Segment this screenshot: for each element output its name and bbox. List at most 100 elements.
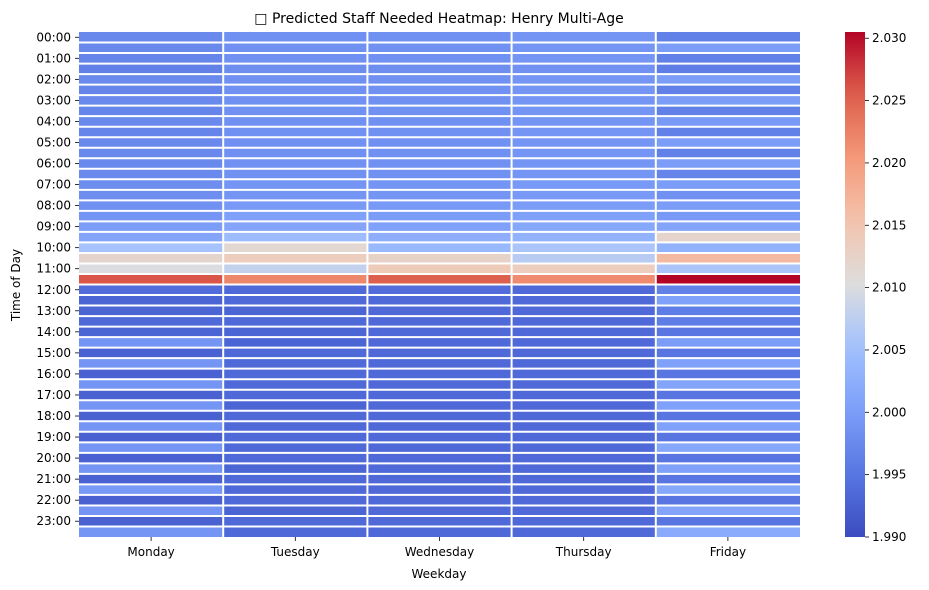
heatmap-cell — [223, 252, 368, 264]
heatmap-cell — [367, 242, 512, 253]
heatmap-cell — [79, 284, 224, 296]
heatmap-cell — [511, 400, 656, 411]
heatmap-cell — [223, 421, 368, 432]
heatmap-cell — [367, 421, 512, 432]
heatmap-cell — [79, 273, 224, 285]
heatmap-cell — [79, 305, 224, 317]
heatmap-cell — [79, 410, 224, 422]
y-tick-label: 07:00 — [36, 178, 71, 192]
heatmap-cell — [511, 105, 656, 117]
heatmap-cell — [511, 263, 656, 274]
heatmap-cell — [223, 473, 368, 485]
heatmap-cell — [655, 389, 800, 401]
heatmap-cell — [223, 484, 368, 495]
heatmap-cell — [367, 95, 512, 106]
heatmap-cell — [223, 84, 368, 96]
heatmap-cell — [223, 389, 368, 401]
heatmap-cell — [367, 116, 512, 127]
heatmap-cell — [79, 515, 224, 527]
y-tick-label: 04:00 — [36, 114, 71, 128]
heatmap-cell — [79, 379, 224, 390]
x-axis-ticks: Monday Tuesday Wednesday Thursday Friday — [127, 537, 746, 559]
y-tick-label: 20:00 — [36, 451, 71, 465]
heatmap-cell — [367, 210, 512, 222]
heatmap-cell — [367, 189, 512, 201]
heatmap-cell — [223, 494, 368, 506]
heatmap-cell — [79, 347, 224, 359]
heatmap-cell — [367, 168, 512, 180]
heatmap-cell — [511, 168, 656, 180]
y-tick-label: 06:00 — [36, 157, 71, 171]
heatmap-cell — [79, 505, 224, 516]
heatmap-cell — [79, 84, 224, 96]
heatmap-cell — [223, 116, 368, 127]
heatmap-cell — [79, 463, 224, 474]
heatmap-cell — [655, 95, 800, 106]
heatmap-cell — [79, 63, 224, 75]
heatmap-cell — [367, 526, 512, 537]
heatmap-cell — [367, 137, 512, 148]
heatmap-cell — [223, 168, 368, 180]
heatmap-cell — [655, 116, 800, 127]
heatmap-cell — [511, 221, 656, 232]
heatmap-cell — [655, 210, 800, 222]
heatmap-cell — [655, 105, 800, 117]
heatmap-cell — [511, 179, 656, 190]
x-tick-label: Monday — [127, 545, 174, 559]
heatmap-cell — [511, 189, 656, 201]
heatmap-cell — [511, 505, 656, 516]
heatmap-cell — [655, 231, 800, 243]
heatmap-cell — [79, 42, 224, 54]
heatmap-cell — [367, 316, 512, 327]
heatmap-cell — [79, 53, 224, 64]
y-tick-label: 14:00 — [36, 325, 71, 339]
heatmap-cell — [511, 74, 656, 85]
heatmap-cell — [223, 400, 368, 411]
heatmap-cell — [511, 210, 656, 222]
heatmap-cell — [367, 484, 512, 495]
heatmap-cell — [79, 32, 224, 43]
heatmap-cell — [79, 316, 224, 327]
heatmap-cell — [367, 221, 512, 232]
heatmap-cell — [79, 494, 224, 506]
colorbar-tick-label: 2.010 — [872, 281, 906, 295]
y-tick-label: 11:00 — [36, 262, 71, 276]
heatmap-cell — [655, 263, 800, 274]
heatmap-cell — [511, 526, 656, 537]
heatmap-cell — [367, 389, 512, 401]
y-tick-label: 15:00 — [36, 346, 71, 360]
heatmap-cell — [655, 358, 800, 369]
heatmap-cell — [79, 189, 224, 201]
cell-separators — [79, 32, 800, 537]
heatmap-cell — [79, 400, 224, 411]
heatmap-cell — [223, 32, 368, 43]
y-tick-label: 22:00 — [36, 493, 71, 507]
heatmap-cell — [223, 410, 368, 422]
heatmap-cell — [655, 494, 800, 506]
heatmap-cell — [511, 242, 656, 253]
heatmap-cell — [655, 189, 800, 201]
colorbar — [845, 32, 865, 537]
heatmap-cell — [367, 358, 512, 369]
colorbar-tick-label: 1.990 — [872, 530, 906, 544]
heatmap-cell — [223, 189, 368, 201]
heatmap-cell — [367, 442, 512, 453]
y-tick-label: 02:00 — [36, 72, 71, 86]
heatmap-cell — [655, 337, 800, 348]
heatmap-cell — [223, 326, 368, 338]
colorbar-tick-label: 2.005 — [872, 343, 906, 357]
heatmap-cell — [223, 284, 368, 296]
heatmap-cell — [655, 442, 800, 453]
heatmap-cell — [79, 168, 224, 180]
heatmap-cell — [223, 53, 368, 64]
heatmap-cell — [79, 326, 224, 338]
heatmap-cell — [223, 463, 368, 474]
heatmap-cell — [223, 74, 368, 85]
heatmap-cell — [655, 53, 800, 64]
heatmap-cell — [223, 231, 368, 243]
y-tick-label: 13:00 — [36, 304, 71, 318]
heatmap-cell — [367, 305, 512, 317]
heatmap-cell — [655, 252, 800, 264]
heatmap-cell — [223, 316, 368, 327]
heatmap-cell — [223, 295, 368, 306]
